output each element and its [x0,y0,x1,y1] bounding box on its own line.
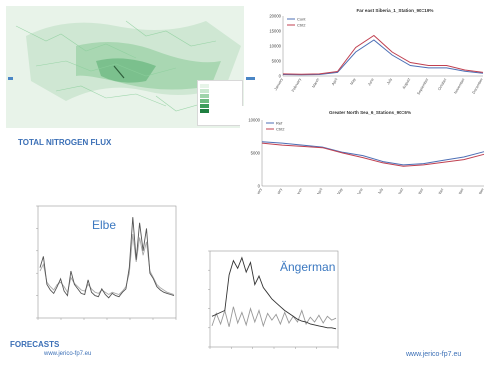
map-legend-row [200,103,242,108]
elbe-chart-svg [36,205,177,320]
map-legend-row [200,93,242,98]
series-line [282,39,484,76]
angerman-label: Ängerman [280,260,336,274]
x-tick-label: June [367,78,375,87]
x-tick-label: December [472,77,485,95]
y-tick-label: 10000 [269,44,281,49]
series-line [261,142,485,167]
x-tick-label: August [402,77,412,90]
angerman-chart-svg [208,250,339,349]
left-marker [8,77,13,80]
y-tick-label: 0 [258,184,261,189]
series-line [261,141,485,166]
x-tick-label: May [337,187,344,194]
legend-label: Ctrl2 [297,23,306,28]
chart-far-east-siberia-svg: Far east Siberia_1_Station_90=19% 0 5000 10… [269,8,485,96]
map-legend-swatch [200,93,209,98]
x-tick-label: July [377,187,384,194]
y-tick-label: 10000 [248,118,260,123]
y-tick-label: 5000 [251,151,261,156]
x-tick-label: August [395,187,405,194]
x-tick-label: March [294,188,303,195]
x-tick-label: March [311,78,320,89]
x-tick-label: May [350,77,357,85]
legend-label: Ref [276,121,283,126]
map-legend [197,80,243,126]
x-tick-label: October [434,187,445,194]
elbe-label: Elbe [92,218,117,232]
map-legend-swatch [200,88,209,93]
right-marker [246,77,256,80]
x-tick-label: February [272,187,283,194]
map-legend-swatch [200,83,209,88]
y-tick-label: 15000 [269,29,281,34]
x-tick-label: January [274,77,284,91]
x-tick-label: December [473,187,486,194]
footer-url-right[interactable]: www.jerico-fp7.eu [406,351,462,358]
x-tick-label: April [316,187,323,194]
map-legend-swatch [200,98,209,103]
chart-greater-north-sea-svg: Greater North Sea_6_Stations_90=6% 0 5000 1… [248,110,486,206]
legend-label: Cont [297,17,306,22]
x-tick-label: September [417,77,430,96]
x-tick-label: January [253,187,263,194]
y-tick-label: 0 [279,74,282,79]
plot-frame [37,205,177,319]
footer-url-left[interactable]: www.jerico-fp7.eu [44,351,92,357]
series-line [211,306,337,328]
angerman-panel: Ängerman [200,243,342,355]
legend-label: Ctrl2 [276,127,285,132]
forecasts-label: FORECASTS [10,340,60,349]
map-legend-row [200,83,242,88]
x-tick-label: April [331,77,338,86]
series-line [282,34,484,75]
map-legend-swatch [200,103,209,108]
map-legend-row [200,88,242,93]
map-texture [6,6,244,128]
map-legend-row [200,98,242,103]
series-line [211,256,337,330]
chart-title: Greater North Sea_6_Stations_90=6% [329,110,411,115]
y-tick-label: 20000 [269,14,281,19]
x-tick-label: June [356,188,364,195]
x-tick-label: November [453,77,466,95]
chart-greater-north-sea: Greater North Sea_6_Stations_90=6% 0 5000 1… [240,106,489,206]
map-legend-swatch [200,108,209,113]
x-tick-label: November [452,187,465,194]
series-line [39,217,175,299]
x-tick-label: September [412,187,425,194]
map-legend-row [200,108,242,113]
x-tick-label: February [291,77,302,92]
elbe-panel: Elbe [28,198,180,326]
nitrogen-flux-map [6,6,244,128]
y-tick-label: 5000 [272,59,282,64]
x-tick-label: July [386,77,393,85]
chart-far-east-siberia: Far east Siberia_1_Station_90=19% 0 5000 10… [255,4,489,96]
chart-title: Far east Siberia_1_Station_90=19% [357,8,434,13]
map-caption: TOTAL NITROGEN FLUX [18,138,112,147]
x-tick-label: October [437,77,448,91]
